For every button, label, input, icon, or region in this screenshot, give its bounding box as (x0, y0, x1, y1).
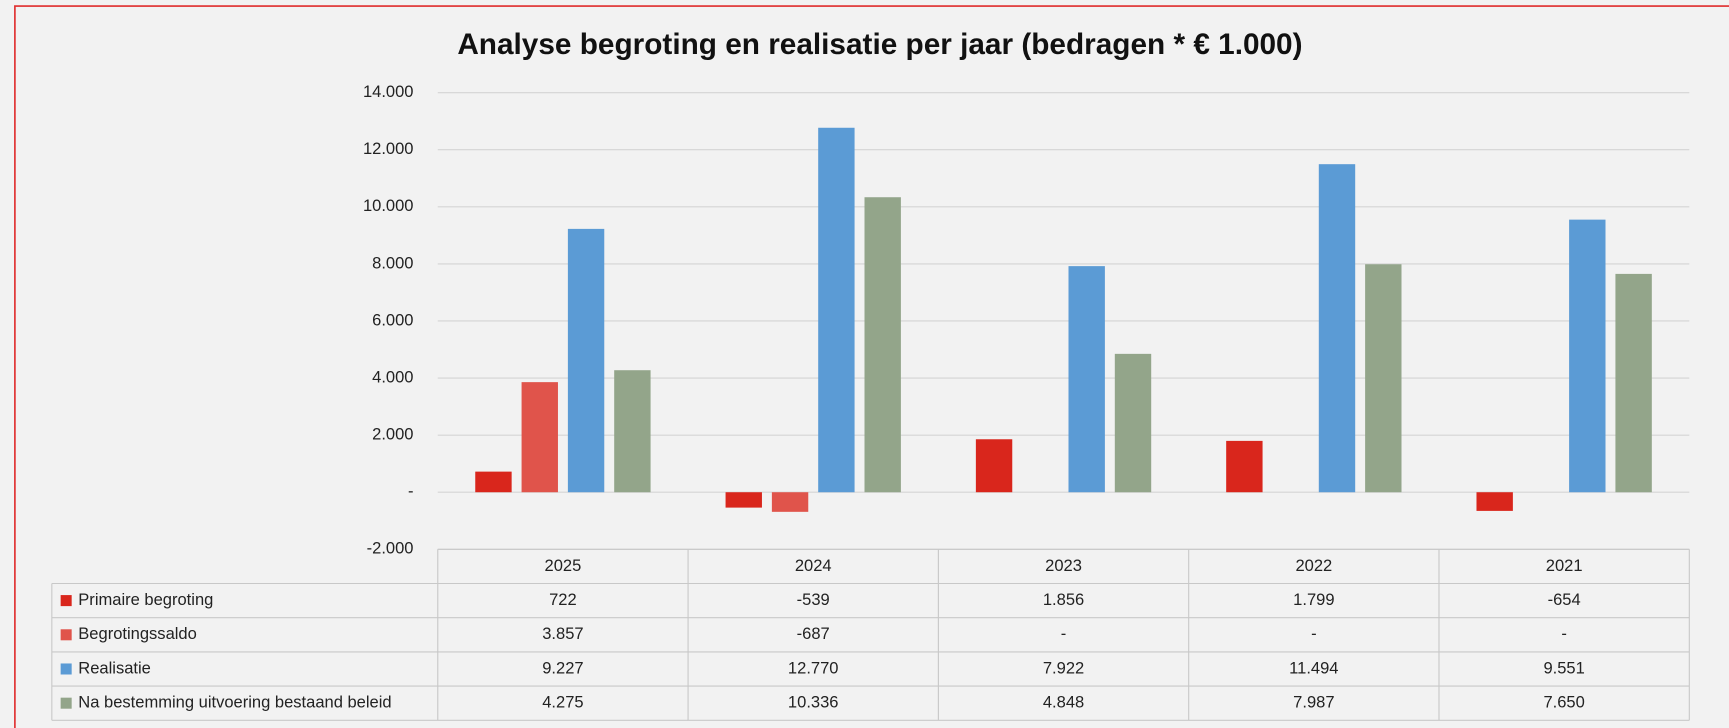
bar (818, 127, 855, 493)
y-tick-label: 12.000 (363, 139, 414, 158)
table-cell: 4.848 (1043, 693, 1084, 712)
table-cell: -654 (1548, 590, 1581, 609)
y-tick-label: 6.000 (372, 310, 413, 329)
table-cell: 3.857 (542, 624, 583, 643)
table-cell: -539 (797, 590, 830, 609)
bar (614, 370, 651, 493)
y-tick-label: 2.000 (372, 425, 413, 444)
bar (475, 471, 512, 493)
legend-key (60, 629, 72, 641)
table-cell: - (1061, 624, 1067, 643)
y-tick-label: - (408, 482, 414, 501)
table-cell: 9.551 (1543, 658, 1584, 677)
legend-label: Begrotingssaldo (78, 624, 197, 643)
table-cell: 11.494 (1289, 658, 1338, 677)
table-cell: 9.227 (542, 658, 583, 677)
bar (1318, 164, 1356, 493)
table-cell: 7.650 (1543, 693, 1584, 712)
table-cell: - (1561, 624, 1567, 643)
legend-label: Na bestemming uitvoering bestaand beleid (78, 693, 391, 712)
legend-key (60, 595, 72, 607)
bar (1068, 266, 1105, 493)
x-tick-label: 2022 (1295, 556, 1332, 575)
x-tick-label: 2021 (1546, 556, 1583, 575)
table-cell: 1.799 (1293, 590, 1334, 609)
bar (864, 197, 901, 493)
table-cell: 12.770 (788, 658, 839, 677)
table-cell: - (1311, 624, 1317, 643)
x-tick-label: 2025 (545, 556, 582, 575)
bar (521, 382, 558, 493)
y-tick-label: 14.000 (363, 82, 414, 101)
bar (567, 228, 605, 493)
bar (1365, 264, 1402, 493)
table-cell: 1.856 (1043, 590, 1084, 609)
y-tick-label: 4.000 (372, 367, 413, 386)
bar (1476, 492, 1513, 511)
table-cell: 10.336 (788, 693, 839, 712)
x-tick-label: 2023 (1045, 556, 1082, 575)
y-tick-label: 10.000 (363, 196, 414, 215)
legend-label: Realisatie (78, 658, 151, 677)
table-cell: 7.987 (1293, 693, 1334, 712)
legend-label: Primaire begroting (78, 590, 213, 609)
chart-border (14, 5, 1729, 728)
bar (771, 492, 809, 512)
legend-key (60, 697, 72, 709)
bar (1615, 273, 1652, 493)
table-cell: -687 (797, 624, 830, 643)
bar (975, 439, 1013, 493)
x-tick-label: 2024 (795, 556, 832, 575)
legend-key (60, 663, 72, 675)
bar (1114, 353, 1152, 493)
bar (1569, 219, 1606, 493)
table-cell: 722 (549, 590, 577, 609)
bar (725, 492, 762, 508)
y-tick-label: 8.000 (372, 253, 413, 272)
table-cell: 4.275 (542, 693, 583, 712)
table-cell: 7.922 (1043, 658, 1084, 677)
y-tick-label: -2.000 (367, 539, 414, 558)
chart-title: Analyse begroting en realisatie per jaar… (457, 28, 1302, 61)
bar (1226, 440, 1263, 493)
